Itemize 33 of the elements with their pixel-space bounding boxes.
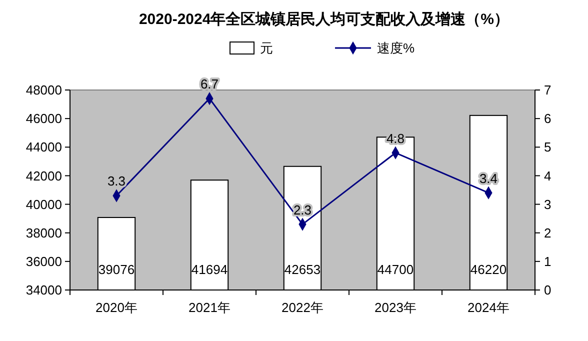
data-label: 39076 [98, 262, 135, 277]
data-label: 41694 [191, 262, 228, 277]
data-label: 2.3 [293, 202, 312, 218]
chart-title: 2020-2024年全区城镇居民人均可支配收入及增速（%） [138, 11, 510, 28]
data-label: 46220 [470, 262, 507, 277]
x-tick-label: 2024年 [468, 300, 510, 315]
x-tick-label: 2022年 [282, 300, 324, 315]
y-tick-label: 40000 [26, 196, 62, 212]
y2-tick-label: 1 [544, 254, 552, 269]
data-label: 6.7 [200, 76, 219, 92]
x-tick-label: 2021年 [188, 300, 230, 315]
y2-tick-label: 4 [544, 168, 552, 184]
y2-tick-label: 3 [544, 196, 552, 212]
y2-tick-label: 6 [544, 111, 552, 126]
y-tick-label: 44000 [26, 140, 62, 155]
y-tick-label: 46000 [26, 111, 62, 126]
data-label: 42653 [284, 262, 321, 277]
y-tick-label: 42000 [26, 168, 62, 184]
data-label: 3.3 [107, 174, 126, 189]
y-tick-label: 34000 [26, 282, 62, 298]
legend-label: 速度% [377, 40, 415, 56]
data-label: 44700 [377, 262, 414, 277]
y2-tick-label: 7 [544, 82, 552, 98]
y-tick-label: 36000 [26, 254, 62, 269]
data-label: 3.4 [479, 170, 498, 186]
x-tick-label: 2020年 [96, 300, 138, 315]
y-tick-label: 38000 [26, 225, 62, 240]
y2-tick-label: 0 [544, 282, 552, 298]
y-tick-label: 48000 [26, 82, 62, 98]
x-tick-label: 2023年 [374, 300, 416, 315]
y2-tick-label: 2 [544, 225, 552, 240]
legend-label: 元 [260, 40, 273, 56]
y2-tick-label: 5 [544, 140, 552, 155]
